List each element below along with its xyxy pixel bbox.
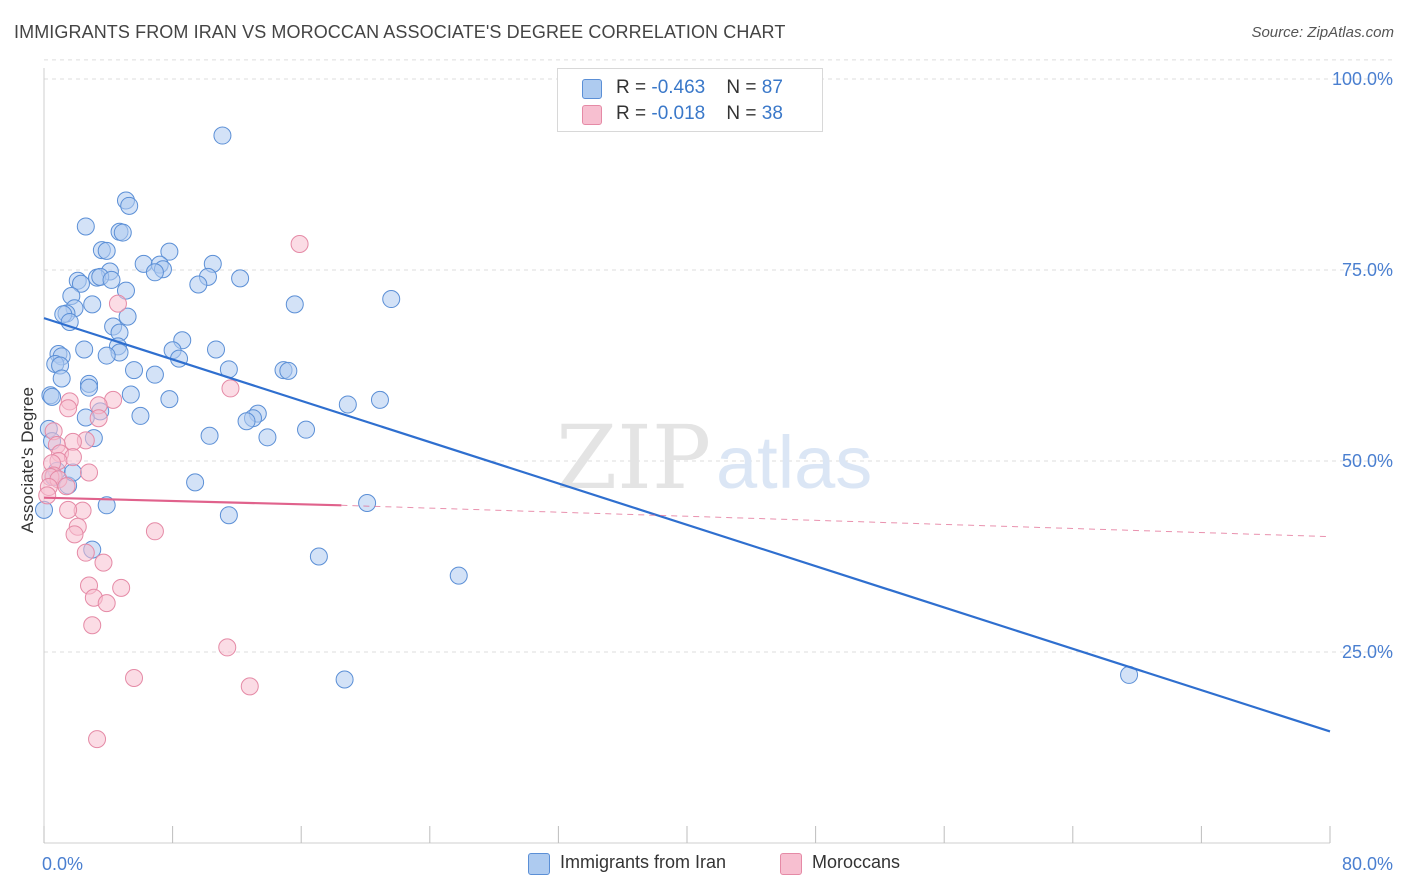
data-point [88, 730, 107, 749]
trend-line-moroccans [43, 496, 342, 507]
data-point [309, 547, 328, 566]
data-point [43, 387, 62, 406]
gridlines [44, 59, 1392, 653]
data-point [160, 390, 179, 409]
data-point [97, 241, 116, 260]
data-point [38, 486, 57, 505]
y-tick-label: 25.0% [1342, 642, 1393, 662]
data-point [370, 390, 389, 409]
data-point [219, 506, 238, 525]
data-point [218, 638, 237, 657]
legend-n-value: 38 [761, 103, 783, 124]
data-point [200, 426, 219, 445]
data-point [237, 412, 256, 431]
data-point [57, 477, 76, 496]
data-point [258, 428, 277, 447]
axes [43, 68, 1331, 844]
data-point [382, 290, 401, 309]
source-label: Source: ZipAtlas.com [1251, 24, 1394, 41]
y-tick-label: 75.0% [1342, 260, 1393, 280]
data-point [335, 670, 354, 689]
data-point [186, 473, 205, 492]
chart-title: IMMIGRANTS FROM IRAN VS MOROCCAN ASSOCIA… [14, 22, 786, 42]
trend-lines [43, 317, 1331, 733]
bottom-legend-label-moroccans: Moroccans [812, 852, 901, 872]
legend-r-label: R = [616, 77, 652, 98]
bottom-legend-swatch-moroccans [780, 853, 802, 875]
data-point [189, 275, 208, 294]
data-point [125, 668, 144, 687]
y-tick-label: 50.0% [1342, 451, 1393, 471]
data-point [240, 677, 259, 696]
data-point [338, 395, 357, 414]
data-point [125, 361, 144, 380]
data-point [285, 295, 304, 314]
data-point [213, 126, 232, 145]
y-tick-label: 100.0% [1332, 69, 1393, 89]
y-axis-label: Associate's Degree [18, 387, 37, 533]
data-point [97, 594, 116, 613]
bottom-legend-swatch-iran [528, 853, 550, 875]
trend-line-iran [43, 317, 1331, 733]
legend-r-value: -0.018 [651, 103, 706, 124]
data-point [121, 385, 140, 404]
legend-n-label: N = [726, 77, 762, 98]
data-point [97, 496, 116, 515]
legend-r-value: -0.463 [651, 77, 706, 98]
data-point [97, 346, 116, 365]
data-point [231, 269, 250, 288]
data-point [290, 235, 309, 254]
data-point [449, 566, 468, 585]
data-point [160, 242, 179, 261]
data-point [131, 406, 150, 425]
data-point [83, 616, 102, 635]
legend-swatch-iran [582, 79, 602, 99]
data-point [102, 270, 121, 289]
data-point [76, 217, 95, 236]
data-point [80, 463, 99, 482]
legend-n-label: N = [726, 103, 762, 124]
x-tick-label: 0.0% [42, 854, 83, 874]
data-point [75, 340, 94, 359]
data-point [65, 525, 84, 544]
data-point [145, 522, 164, 541]
stats-legend: R = -0.463 N = 87 R = -0.018 N = 38 [557, 68, 823, 132]
tick-labels: 25.0% 50.0% 75.0% 100.0% 0.0% 80.0% [42, 69, 1393, 874]
data-point [120, 196, 139, 215]
data-point [145, 263, 164, 282]
series-moroccans-points [38, 235, 309, 749]
legend-n-value: 87 [761, 77, 783, 98]
data-point [113, 223, 132, 242]
data-point [89, 409, 108, 428]
data-point [59, 399, 78, 418]
legend-swatch-moroccans [582, 105, 602, 125]
data-point [94, 553, 113, 572]
data-point [279, 361, 298, 380]
data-point [71, 274, 90, 293]
trend-line-moroccans-extension [341, 504, 1331, 538]
data-point [108, 294, 127, 313]
data-point [297, 420, 316, 439]
legend-r-label: R = [616, 103, 652, 124]
data-point [76, 543, 95, 562]
data-point [112, 578, 131, 597]
data-point [116, 281, 135, 300]
data-point [83, 295, 102, 314]
data-point [60, 312, 79, 331]
watermark-zip: ZIP [556, 406, 711, 509]
data-point [118, 307, 137, 326]
data-point [207, 340, 226, 359]
watermark: ZIP atlas [556, 406, 872, 509]
data-point [59, 500, 78, 519]
x-tick-label: 80.0% [1342, 854, 1393, 874]
data-point [145, 365, 164, 384]
data-point [52, 369, 71, 388]
watermark-atlas: atlas [716, 421, 872, 504]
data-point [80, 378, 99, 397]
data-point [358, 494, 377, 513]
bottom-legend-label-iran: Immigrants from Iran [560, 852, 727, 872]
data-point [221, 379, 240, 398]
